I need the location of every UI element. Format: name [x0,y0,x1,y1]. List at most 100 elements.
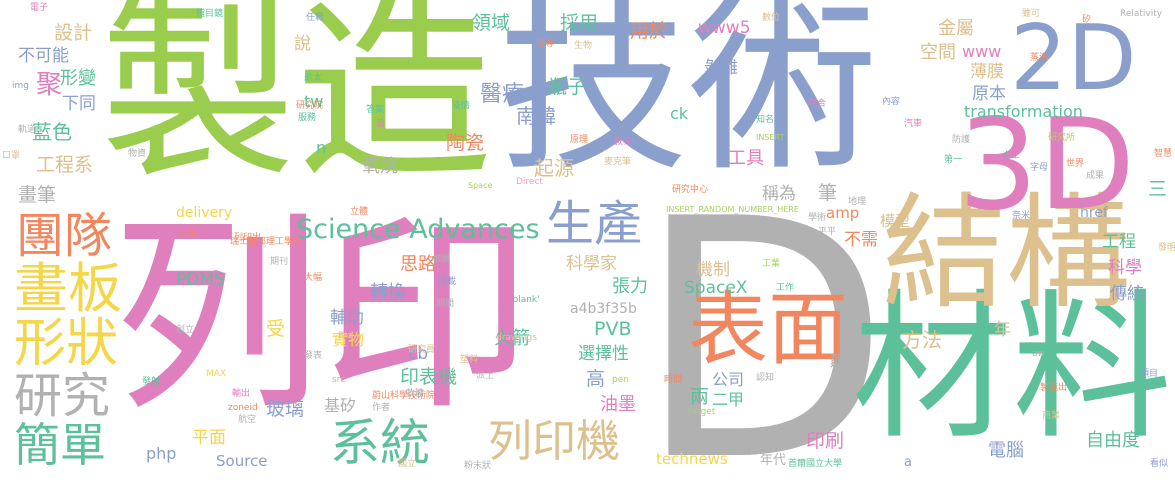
word: 麥克筆 [604,157,632,167]
word: www [962,42,1002,61]
word: 世界 [1066,159,1085,169]
word: 擋目鏡 [196,9,224,19]
word: 方法 [902,328,942,352]
word: 工具 [728,148,764,169]
word: php [146,444,177,463]
word: 科學 [1108,258,1142,278]
word: 氧烷 [362,156,398,177]
word: 矽 [1082,15,1092,25]
word: 知名 [756,115,775,125]
word: 數位 [762,13,781,23]
word: 生產 [546,196,643,252]
word: 軟體 [406,389,425,399]
word: 印刷 [806,430,845,452]
word: 不可能 [18,46,69,66]
word: 項目 [1140,369,1159,379]
word: transformation [964,102,1083,121]
word: n [316,138,327,157]
word: 研究 [14,368,111,424]
word: 瓶子 [548,76,587,98]
word: zoneid [228,403,258,413]
word: 火箭 [494,328,530,349]
word: 原理 [570,135,589,145]
word: 年 [994,320,1011,340]
word: 基矽 [324,396,357,415]
word: PDMS [176,270,225,290]
word: 疫情 [452,101,471,111]
word: INSERT_RANDOM_NUMBER_HERE [666,205,799,214]
word: 作者 [372,403,391,413]
word: 軌道 [18,125,37,135]
word: 創立 [176,325,195,335]
word: 材料 [852,274,1173,461]
word: 工程 [1102,232,1136,252]
word: 輸出 [232,389,251,399]
word: 金屬 [938,18,974,39]
word: _blank' [508,295,540,305]
word: 玻璃 [266,398,305,420]
word: 受 [266,318,286,340]
word: 研究所 [1048,133,1076,143]
word: 期刊 [270,257,289,267]
word: pen [612,375,629,385]
word: 汽車 [904,119,923,129]
word: 蔚山科學技術院 [372,391,436,401]
word: 自由度 [1086,430,1140,451]
word: 聚 [36,70,63,100]
word: 雖可 [1022,9,1041,19]
word: 學術 [808,213,827,223]
word: 公司 [712,370,745,389]
word: 不需 [844,230,878,250]
word: 設計 [54,22,93,44]
word: 航太 [304,73,323,83]
word: 人工 [1002,151,1021,161]
word: 說 [294,34,311,54]
word: 地理 [848,197,867,207]
word: 畫板 [14,257,122,320]
word: aw [1032,349,1045,359]
word: 成果 [1086,171,1105,181]
word: 第一 [944,155,963,165]
word: 服務 [298,113,317,123]
word: 下同 [62,94,96,114]
word: 看似 [1150,459,1169,469]
word: 奈米 [1012,211,1031,221]
word: 任職 [306,13,325,23]
word: 列印 [112,194,533,439]
word: 輔助 [330,308,364,328]
word: PVB [594,318,632,340]
word: 物資 [128,149,147,159]
word: MAX [206,369,227,379]
word: 發射 [142,377,161,387]
word: 三 [1148,178,1168,200]
word: 畫筆 [18,184,57,206]
word: 團隊 [16,208,113,264]
word: 原本 [972,84,1006,104]
word: 領域 [472,12,511,34]
word: 轉換 [370,282,406,303]
word: 期間 [436,299,455,309]
word: Direct [516,177,543,187]
word: delivery [176,205,233,221]
word: 印表機 [400,366,458,388]
word: 內容 [882,97,901,107]
word: 時間 [664,375,683,385]
word: 採用 [560,12,599,34]
word: 派上 [476,371,495,381]
word: 航空 [238,415,257,425]
word: 大幅 [304,273,323,283]
word: Bio [338,331,353,341]
word: 2D [1010,6,1137,111]
word: 結構 [882,182,1131,326]
word: 傳統 [1110,284,1144,304]
word: ck [670,104,689,123]
word: 二甲 [712,390,745,409]
word: 生物 [574,41,593,51]
word: 商業 [1042,411,1061,421]
word: Source [216,452,268,470]
word: 相關 [432,255,451,265]
word: 字母 [1030,163,1049,173]
word: 顛覆 [830,352,861,370]
word: cb [408,344,429,364]
word: INSERT [756,133,785,142]
